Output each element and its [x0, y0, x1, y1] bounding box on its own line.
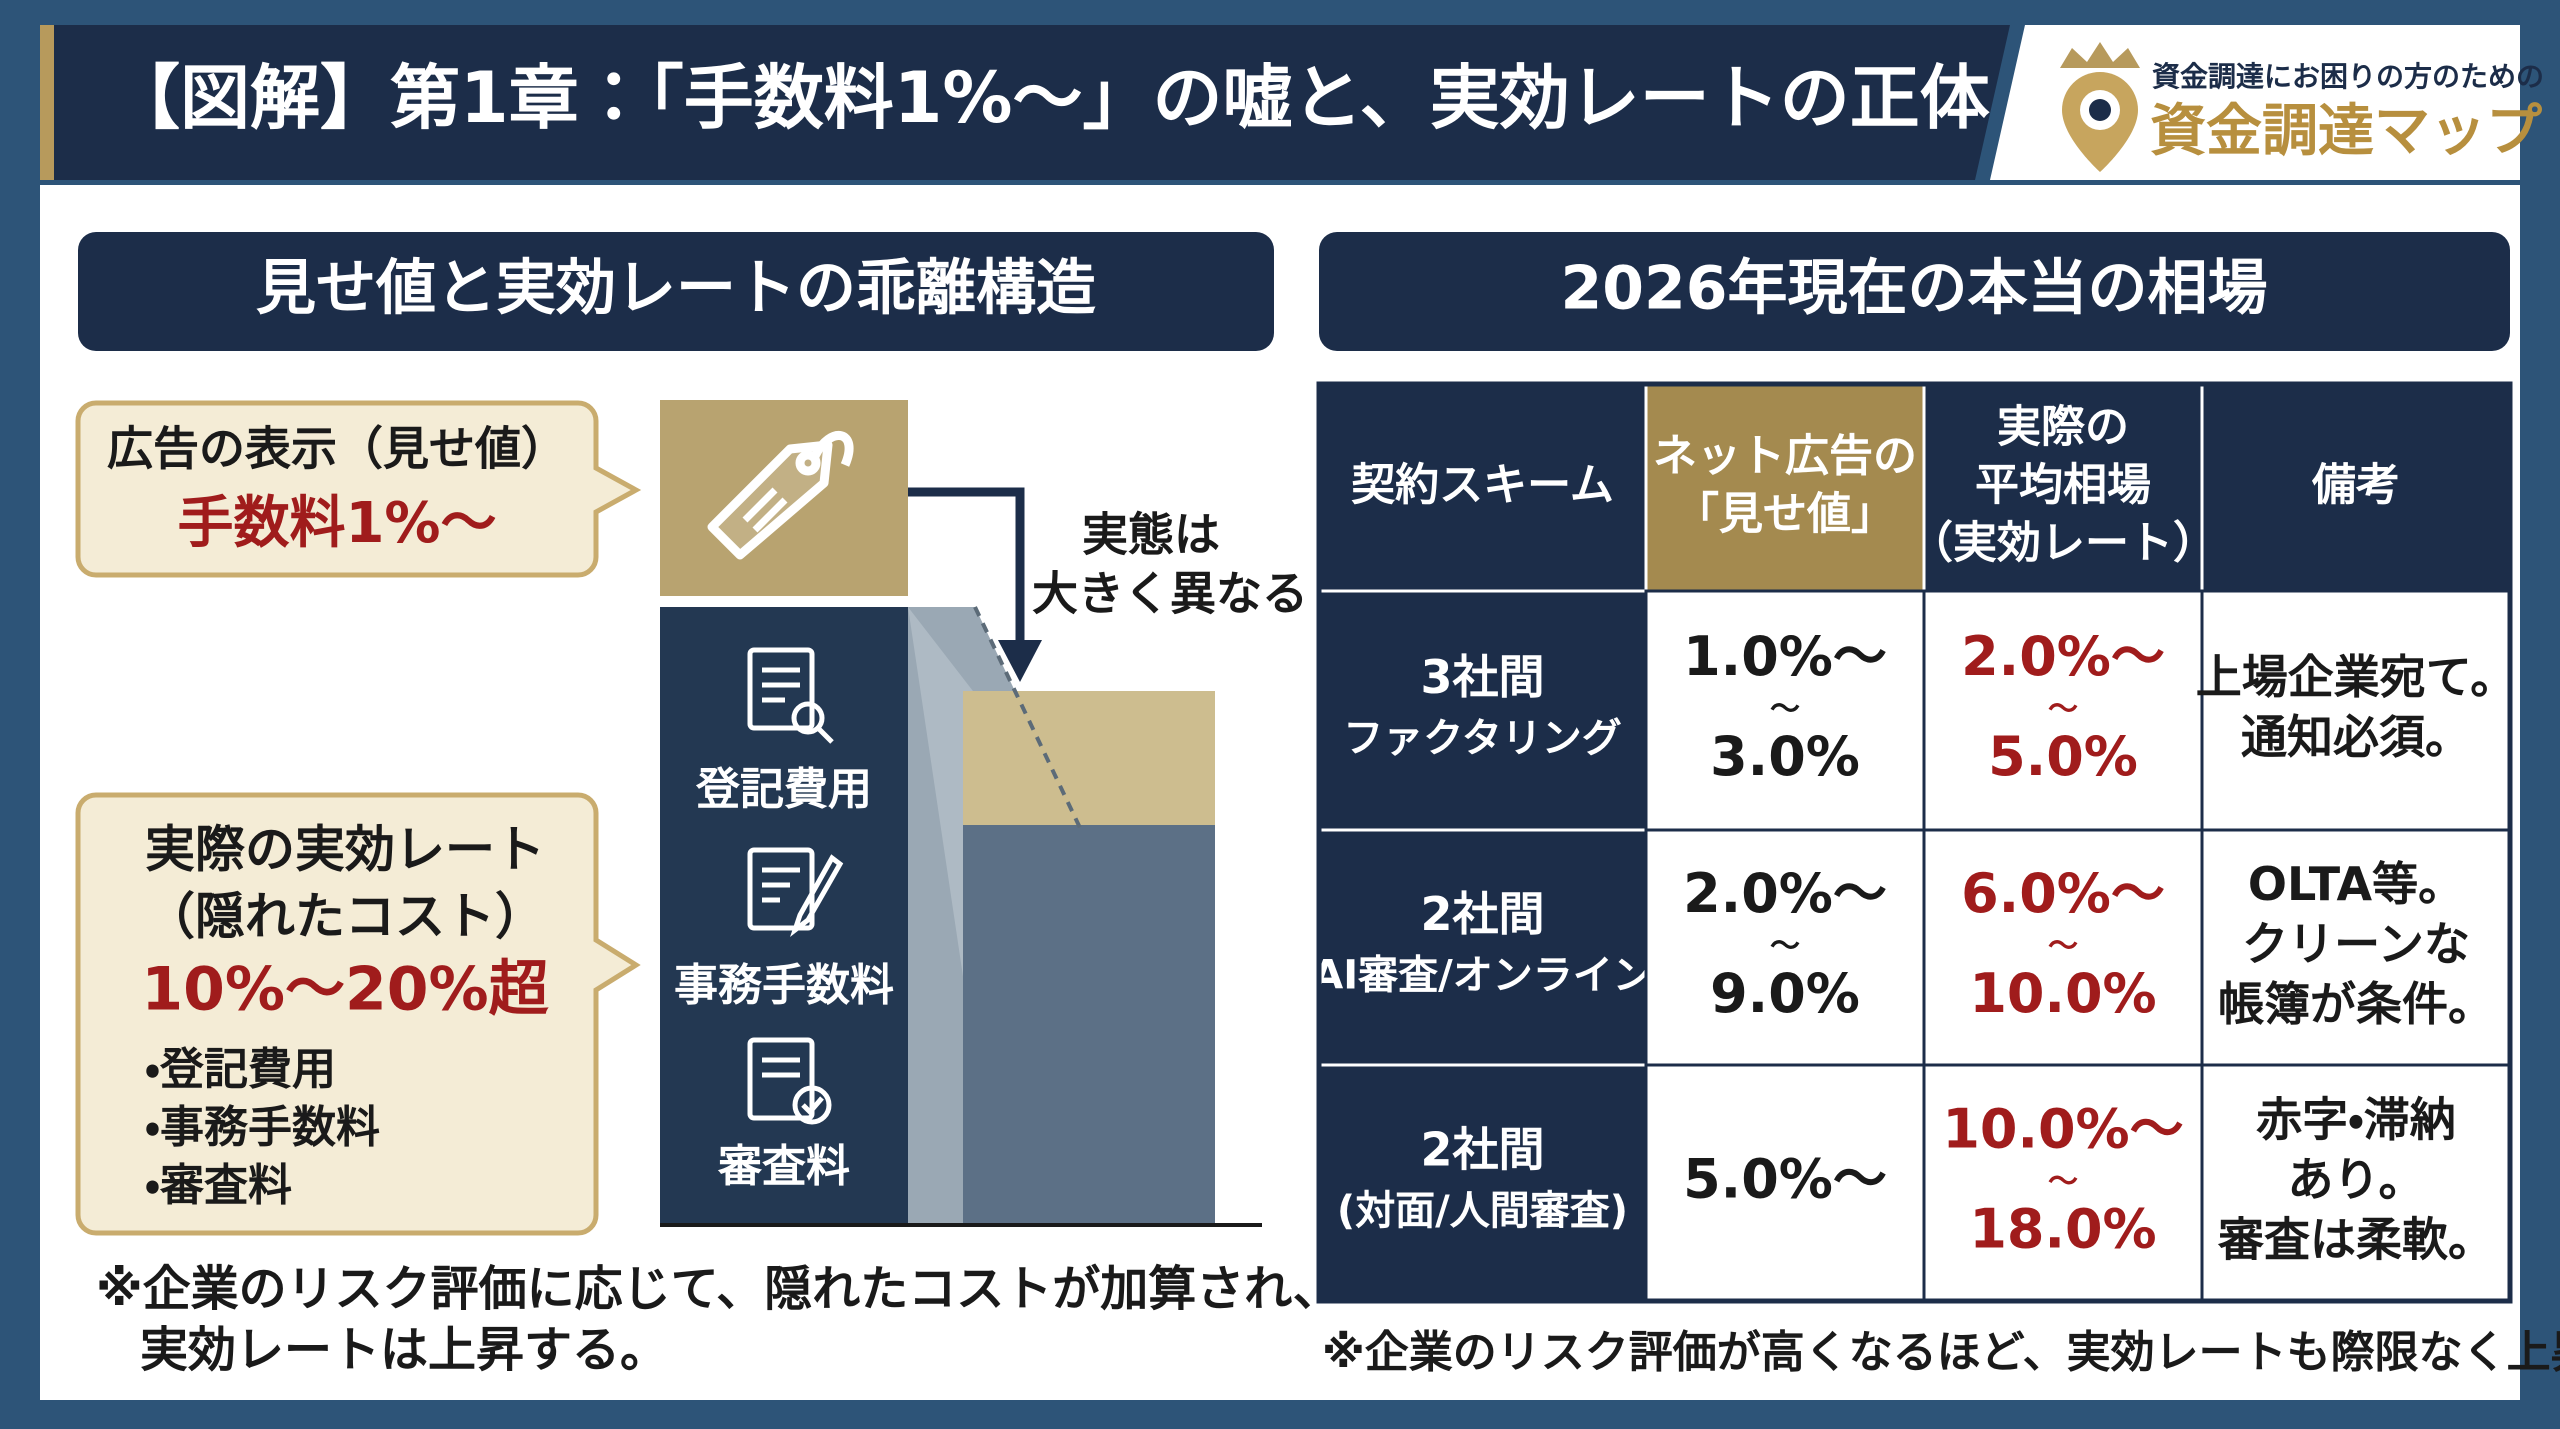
table-cell — [1644, 828, 1926, 1067]
left-heading: 見せ値と実効レートの乖離構造 — [256, 254, 1096, 324]
cell-text: 帳簿が条件。 — [2218, 977, 2494, 1031]
cell-text: 2社間 — [1420, 887, 1544, 941]
cost-item: 登記費用 — [695, 764, 872, 815]
cost-item: 事務手数料 — [674, 960, 894, 1011]
cell-text: 通知必須。 — [2241, 710, 2471, 764]
actual-block — [963, 825, 1215, 1225]
cell-text: (AI審査/オンライン) — [1294, 953, 1671, 999]
cell-text: ～ — [2048, 929, 2078, 964]
arrow-label: 実態は — [1082, 508, 1220, 562]
ad-label: 広告の表示（見せ値） — [107, 422, 567, 476]
bullet: ・審査料 — [145, 1160, 292, 1211]
logo-name: 資金調達マップ — [2150, 99, 2542, 164]
table-cell — [1317, 828, 1648, 1067]
cell-text: 3社間 — [1420, 650, 1544, 704]
cell-text: 上場企業宛て。 — [2196, 650, 2517, 704]
cell-text: (対面/人間審査) — [1337, 1188, 1628, 1234]
header-cell — [1644, 382, 1926, 593]
real-value: 10%〜20%超 — [141, 955, 549, 1025]
cell-text: 5.0% — [1988, 725, 2138, 788]
cell-text: 18.0% — [1969, 1198, 2156, 1261]
table-cell — [1317, 589, 1648, 832]
header-label: 契約スキーム — [1351, 460, 1614, 511]
advertised-block — [963, 691, 1215, 825]
header-label: 備考 — [2311, 460, 2400, 511]
divergence-line — [973, 606, 1084, 833]
title-banner — [40, 25, 2010, 180]
real-label: （隠れたコスト） — [145, 888, 545, 946]
table-cell — [1922, 1063, 2204, 1303]
cell-text: 赤字・滞納 — [2256, 1093, 2456, 1147]
cell-text: 5.0%～ — [1683, 1148, 1887, 1211]
cell-text: クリーンな — [2242, 917, 2470, 971]
logo-tagline: 資金調達にお困りの方のための — [2152, 60, 2544, 93]
cell-text: 3.0% — [1710, 725, 1860, 788]
cost-icon — [747, 647, 844, 1125]
header-label: 実際の — [1997, 402, 2129, 453]
tag-icon — [707, 431, 854, 560]
cell-text: 1.0%～ — [1683, 625, 1887, 688]
bullet: ・事務手数料 — [145, 1102, 380, 1153]
table-cell — [2200, 1063, 2512, 1303]
cell-text: 9.0% — [1710, 962, 1860, 1025]
table-cell — [2200, 828, 2512, 1067]
left-note: 実効レートは上昇する。 — [140, 1322, 668, 1378]
arrow-label: 大きく異なる — [1032, 567, 1308, 621]
arrow — [908, 487, 1025, 650]
cell-text: OLTA等。 — [2248, 857, 2464, 911]
table-cell — [1317, 1063, 1648, 1303]
cell-text: 2.0%～ — [1683, 862, 1887, 925]
title-accent — [40, 25, 54, 180]
cell-text: 審査は柔軟。 — [2217, 1213, 2494, 1267]
bullet: ・登記費用 — [145, 1044, 336, 1095]
header-label: ネット広告の — [1653, 431, 1917, 482]
cell-text: あり。 — [2287, 1153, 2424, 1207]
ad-callout — [75, 400, 642, 578]
right-heading: 2026年現在の本当の相場 — [1561, 254, 2268, 324]
page-title: 【図解】第1章：「手数料1%〜」の嘘と、実効レートの正体 — [110, 57, 1990, 139]
logo-icon — [2060, 42, 2140, 172]
cell-text: 10.0% — [1969, 962, 2156, 1025]
header-label: 「見せ値」 — [1675, 489, 1895, 540]
table-border — [1316, 381, 2513, 1304]
cell-text: ～ — [2048, 1165, 2078, 1200]
real-label: 実際の実効レート — [145, 821, 545, 879]
header-label: （実効レート） — [1909, 518, 2217, 569]
ad-value: 手数料1%〜 — [177, 491, 496, 556]
arrow-head — [998, 640, 1042, 682]
cost-item: 審査料 — [717, 1141, 850, 1192]
cell-text: 6.0%～ — [1961, 862, 2165, 925]
left-heading-bg — [78, 232, 1274, 351]
real-callout — [75, 792, 641, 1236]
header-label: 平均相場 — [1975, 460, 2151, 511]
cell-text: ～ — [2048, 692, 2078, 727]
cell-text: 2.0%～ — [1961, 625, 2165, 688]
cell-text: ～ — [1770, 929, 1800, 964]
cell-text: ファクタリング — [1343, 716, 1621, 762]
right-note: ※企業のリスク評価が高くなるほど、実効レートも際限なく上昇する。 — [1322, 1327, 2560, 1378]
left-note: ※企業のリスク評価に応じて、隠れたコストが加算され、 — [96, 1261, 1341, 1317]
cell-text: ～ — [1770, 692, 1800, 727]
tag-box — [660, 400, 908, 596]
table-cell — [1644, 1063, 1926, 1303]
right-heading-bg — [1319, 232, 2510, 351]
header-cell — [2200, 382, 2512, 593]
table-cell — [2200, 589, 2512, 832]
cost-column — [660, 607, 908, 1225]
cell-text: 2社間 — [1420, 1123, 1544, 1177]
cell-text: 10.0%～ — [1942, 1098, 2183, 1161]
table-cell — [1922, 589, 2204, 832]
